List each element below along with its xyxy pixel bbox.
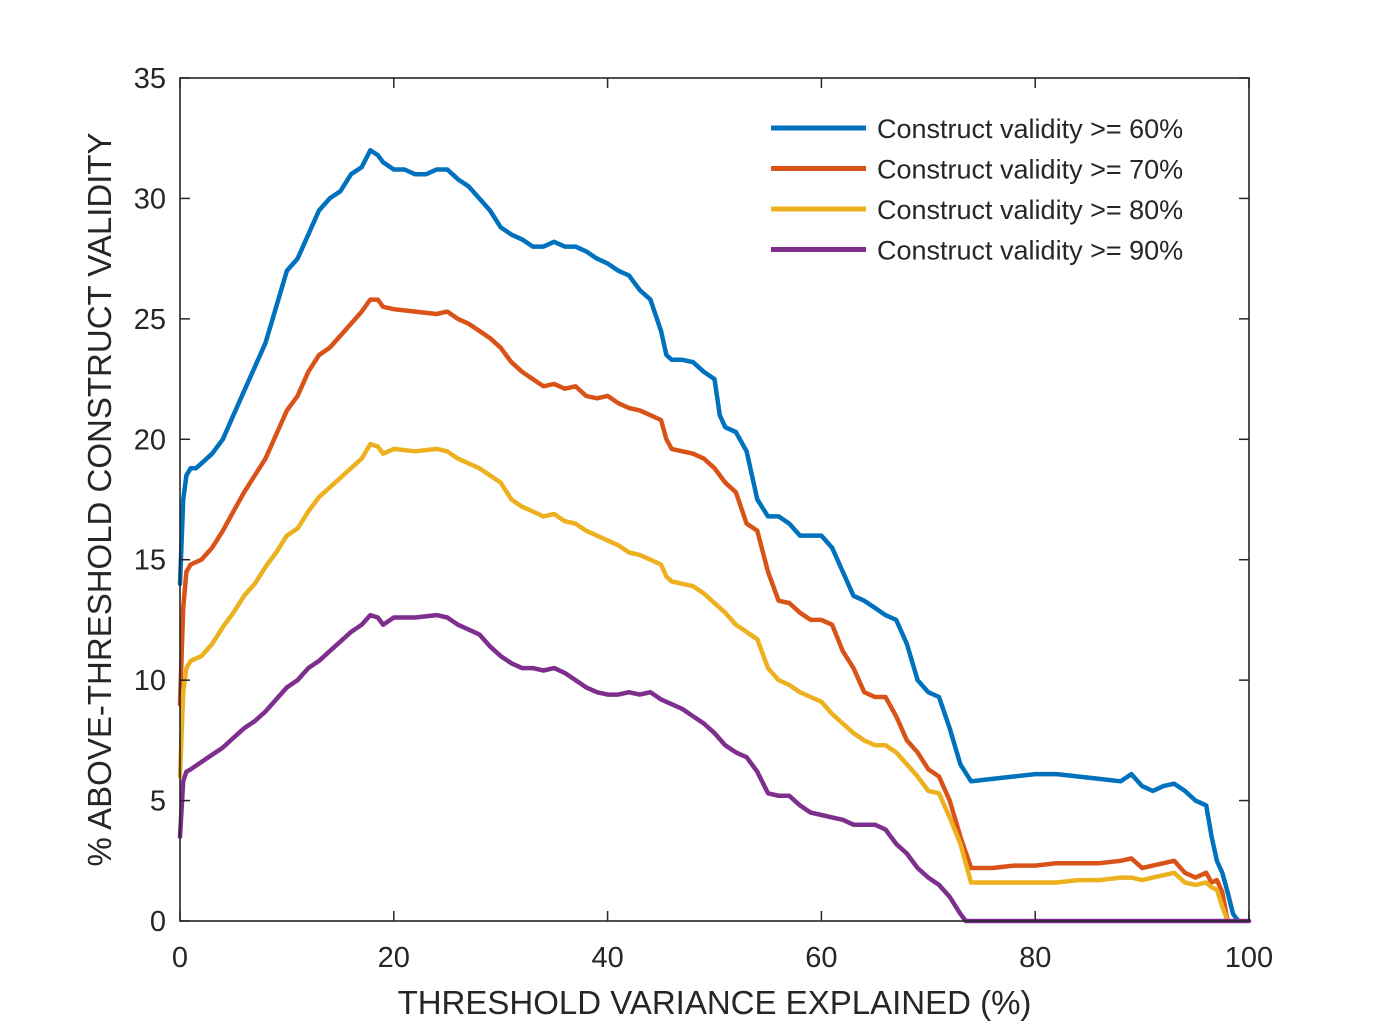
legend-label-4: Construct validity >= 90% [877,236,1183,266]
y-tick-label: 10 [134,665,166,697]
x-axis-label: THRESHOLD VARIANCE EXPLAINED (%) [398,984,1032,1021]
legend-label-1: Construct validity >= 60% [877,114,1183,144]
y-tick-label: 5 [150,786,166,818]
plot-frame [179,77,1250,922]
tick-layer: 0 20 40 60 80 100 0 5 10 15 20 25 30 35 [134,63,1273,974]
y-tick-label: 35 [134,63,166,95]
y-axis-label: % ABOVE-THRESHOLD CONSTRUCT VALIDITY [81,132,118,866]
legend-label-3: Construct validity >= 80% [877,195,1183,225]
y-tick-label: 20 [134,424,166,456]
x-tick-label: 0 [172,942,188,974]
y-tick-label: 30 [134,183,166,215]
series-layer [177,148,1252,924]
x-tick-label: 80 [1019,942,1051,974]
series-line-1 [177,148,1241,924]
x-tick-label: 20 [378,942,410,974]
x-tick-label: 40 [591,942,623,974]
x-tick-label: 100 [1225,942,1273,974]
y-tick-label: 0 [150,906,166,938]
plot-area [180,78,1249,921]
legend: Construct validity >= 60% Construct valid… [771,114,1183,266]
x-tick-label: 60 [805,942,837,974]
y-tick-label: 25 [134,304,166,336]
series-line-3 [177,441,1230,924]
y-tick-label: 15 [134,545,166,577]
legend-label-2: Construct validity >= 70% [877,155,1183,185]
series-line-4 [177,612,1252,924]
series-line-2 [177,297,1230,924]
